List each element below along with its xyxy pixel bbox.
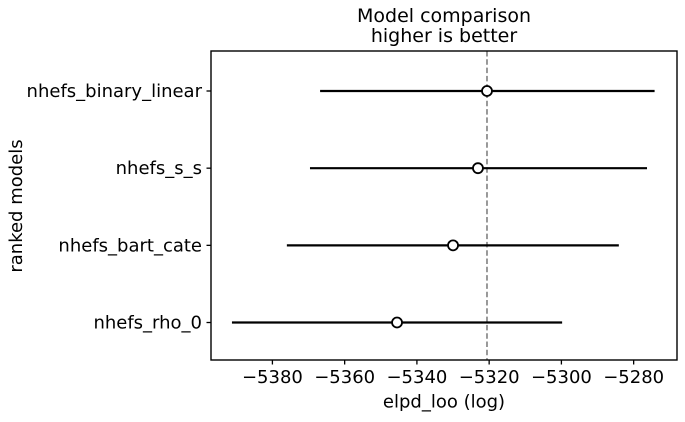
elpd-marker-nhefs_rho_0	[391, 316, 403, 329]
axes-spines	[210, 50, 678, 361]
x-tick-label: −5320	[459, 367, 520, 388]
elpd-marker-nhefs_binary_linear	[481, 85, 493, 97]
x-tick-label: −5280	[603, 367, 664, 388]
y-tick-label-nhefs_s_s: nhefs_s_s	[116, 158, 202, 179]
y-tick-label-nhefs_bart_cate: nhefs_bart_cate	[58, 235, 202, 256]
x-tick-label: −5340	[386, 367, 447, 388]
axes-background	[211, 51, 677, 360]
y-axis-label: ranked models	[6, 139, 27, 272]
x-tick-label: −5360	[314, 367, 375, 388]
x-tick-label: −5380	[242, 367, 303, 388]
y-tick-label-nhefs_rho_0: nhefs_rho_0	[93, 313, 202, 334]
x-axis-label: elpd_loo (log)	[383, 392, 505, 413]
elpd-marker-nhefs_s_s	[472, 162, 484, 175]
y-tick-label-nhefs_binary_linear: nhefs_binary_linear	[27, 81, 203, 102]
chart-title-line1: Model comparison	[356, 5, 532, 27]
x-tick-label: −5300	[531, 367, 592, 388]
elpd-marker-nhefs_bart_cate	[447, 239, 459, 252]
chart-title: Model comparison higher is better	[211, 6, 677, 46]
chart-title-line2: higher is better	[370, 25, 518, 47]
